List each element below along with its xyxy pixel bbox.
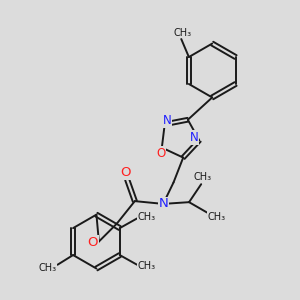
Text: CH₃: CH₃ bbox=[138, 262, 156, 272]
Text: O: O bbox=[157, 147, 166, 160]
Text: CH₃: CH₃ bbox=[194, 172, 211, 182]
Text: CH₃: CH₃ bbox=[38, 262, 56, 272]
Text: CH₃: CH₃ bbox=[138, 212, 156, 222]
Text: O: O bbox=[87, 236, 98, 249]
Text: N: N bbox=[163, 114, 172, 127]
Text: N: N bbox=[190, 131, 199, 144]
Text: N: N bbox=[158, 197, 168, 210]
Text: CH₃: CH₃ bbox=[208, 212, 226, 222]
Text: O: O bbox=[121, 166, 131, 179]
Text: CH₃: CH₃ bbox=[174, 28, 192, 38]
